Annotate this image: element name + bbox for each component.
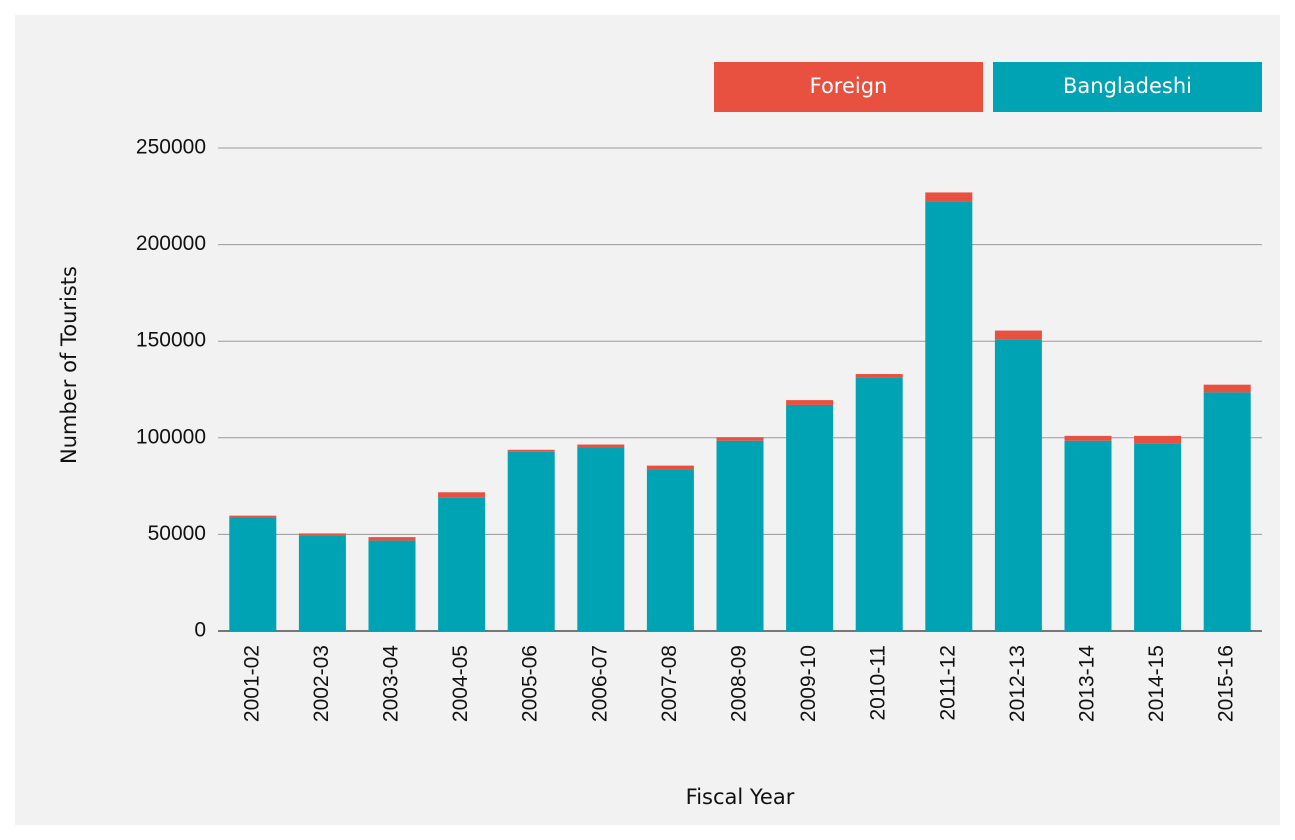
bar-segment xyxy=(368,537,416,541)
y-tick-label: 200000 xyxy=(136,232,206,255)
legend-swatch xyxy=(993,62,1262,112)
x-tick-label: 2015-16 xyxy=(1215,645,1238,722)
x-tick-label: 2004-05 xyxy=(449,645,472,722)
bar-segment xyxy=(368,540,416,631)
x-tick-label: 2008-09 xyxy=(728,645,751,722)
bar-segment xyxy=(229,515,277,518)
y-tick-label: 250000 xyxy=(136,136,206,159)
y-axis-title: Number of Tourists xyxy=(57,266,81,464)
bar-segment xyxy=(646,469,694,631)
bar-segment xyxy=(438,492,486,498)
bar-segment xyxy=(577,447,625,631)
bar-segment xyxy=(507,449,555,452)
bar-segment xyxy=(507,451,555,631)
legend-label: Foreign xyxy=(810,74,888,98)
bar-segment xyxy=(855,377,903,631)
y-tick-label: 50000 xyxy=(148,522,206,545)
bar-segment xyxy=(786,400,834,405)
x-tick-label: 2009-10 xyxy=(797,645,820,722)
y-tick-label: 100000 xyxy=(136,425,206,448)
x-tick-label: 2001-02 xyxy=(240,645,263,722)
bar-segment xyxy=(1203,392,1251,631)
panel xyxy=(15,15,1280,825)
bar-segment xyxy=(855,374,903,378)
y-tick-label: 150000 xyxy=(136,329,206,352)
x-tick-label: 2002-03 xyxy=(310,645,333,722)
bar-segment xyxy=(994,339,1042,631)
bar-segment xyxy=(716,437,764,441)
x-tick-label: 2003-04 xyxy=(380,645,403,722)
legend-label: Bangladeshi xyxy=(1063,74,1192,98)
x-tick-label: 2014-15 xyxy=(1145,645,1168,722)
bar-segment xyxy=(646,465,694,470)
bar-segment xyxy=(1203,384,1251,393)
bar-segment xyxy=(1134,443,1182,631)
x-tick-label: 2012-13 xyxy=(1006,645,1029,722)
x-tick-label: 2013-14 xyxy=(1076,645,1099,722)
y-tick-label: 0 xyxy=(194,619,206,642)
bar-segment xyxy=(786,404,834,631)
bar-segment xyxy=(925,192,973,202)
bar-segment xyxy=(577,444,625,448)
bar-segment xyxy=(298,535,346,631)
x-tick-label: 2006-07 xyxy=(588,645,611,722)
x-tick-label: 2005-06 xyxy=(519,645,542,722)
bar-segment xyxy=(1064,440,1112,631)
bar-segment xyxy=(1134,435,1182,444)
bar-segment xyxy=(438,497,486,631)
x-tick-label: 2007-08 xyxy=(658,645,681,722)
bar-segment xyxy=(925,201,973,631)
legend-swatch xyxy=(714,62,983,112)
bar-segment xyxy=(1064,435,1112,441)
bar-segment xyxy=(298,533,346,536)
bar-segment xyxy=(229,517,277,631)
x-axis-title: Fiscal Year xyxy=(686,785,795,809)
bar-segment xyxy=(994,330,1042,340)
x-tick-label: 2010-11 xyxy=(867,645,890,721)
bar-segment xyxy=(716,440,764,631)
x-tick-label: 2011-12 xyxy=(936,645,959,721)
